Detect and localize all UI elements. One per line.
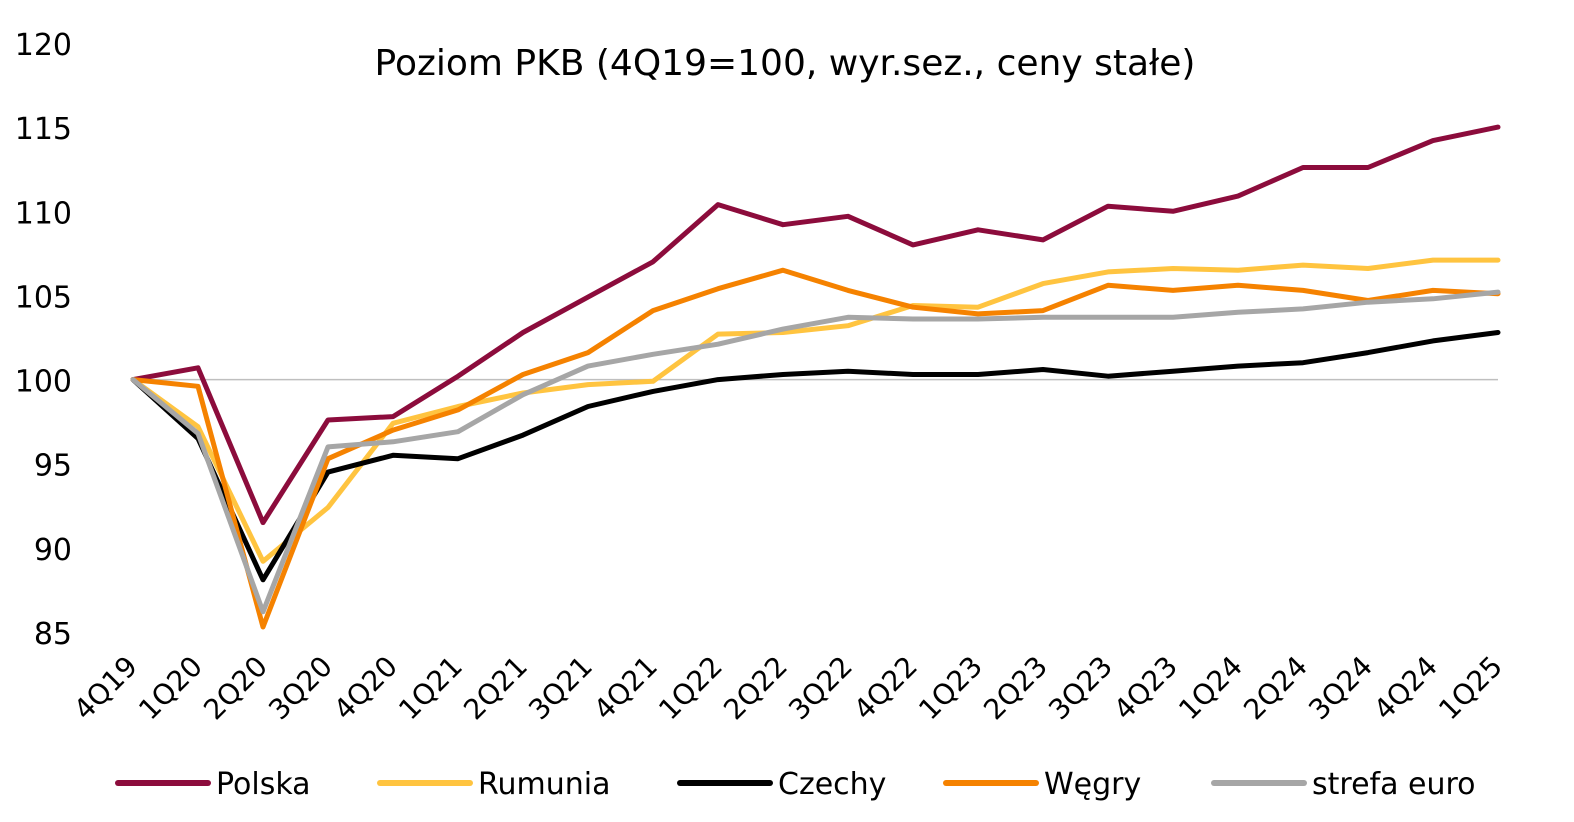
x-tick-label: 3Q21 (522, 650, 599, 727)
legend-label: Czechy (778, 767, 886, 802)
x-tick-label: 2Q23 (977, 650, 1054, 727)
y-tick-label: 85 (34, 617, 72, 652)
x-tick-label: 2Q24 (1237, 650, 1314, 727)
y-tick-label: 120 (15, 28, 72, 63)
series-lines (130, 124, 1501, 630)
x-tick-label: 3Q20 (262, 650, 339, 727)
x-tick-label: 4Q23 (1107, 650, 1184, 727)
y-tick-label: 110 (15, 196, 72, 231)
x-tick-label: 3Q22 (782, 650, 859, 727)
y-axis: 85 90 95 100 105 110 115 120 (15, 28, 72, 652)
legend-item: strefa euro (1211, 767, 1476, 802)
x-tick-label: 1Q22 (652, 650, 729, 727)
x-tick-label: 1Q21 (392, 650, 469, 727)
y-tick-label: 95 (34, 449, 72, 484)
x-tick-label: 4Q24 (1367, 650, 1444, 727)
x-tick-label: 3Q24 (1302, 650, 1379, 727)
x-tick-label: 2Q20 (197, 650, 274, 727)
x-tick-label: 4Q21 (587, 650, 664, 727)
legend-label: Rumunia (478, 767, 610, 802)
x-tick-label: 1Q24 (1172, 650, 1249, 727)
legend: Polska Rumunia Czechy Węgry strefa euro (115, 767, 1476, 802)
x-tick-label: 4Q22 (847, 650, 924, 727)
y-tick-label: 100 (15, 365, 72, 400)
x-tick-label: 3Q23 (1042, 650, 1119, 727)
x-tick-label: 2Q22 (717, 650, 794, 727)
series-line-rumunia (130, 257, 1501, 564)
legend-item: Czechy (677, 767, 886, 802)
x-tick-label: 4Q20 (327, 650, 404, 727)
legend-label: strefa euro (1312, 767, 1476, 802)
y-tick-label: 115 (15, 112, 72, 147)
chart-title: Poziom PKB (4Q19=100, wyr.sez., ceny sta… (375, 43, 1196, 84)
y-tick-label: 90 (34, 533, 72, 568)
x-axis: 4Q191Q202Q203Q204Q201Q212Q213Q214Q211Q22… (67, 650, 1509, 727)
y-tick-label: 105 (15, 280, 72, 315)
series-line-strefa-euro (130, 289, 1501, 615)
x-tick-label: 2Q21 (457, 650, 534, 727)
legend-item: Węgry (943, 767, 1141, 802)
legend-item: Rumunia (377, 767, 610, 802)
legend-label: Polska (216, 767, 311, 802)
x-tick-label: 4Q19 (67, 650, 144, 727)
series-line-polska (130, 124, 1501, 526)
series-line-czechy (130, 330, 1501, 583)
x-tick-label: 1Q25 (1432, 650, 1509, 727)
legend-label: Węgry (1044, 767, 1141, 802)
x-tick-label: 1Q23 (912, 650, 989, 727)
x-tick-label: 1Q20 (132, 650, 209, 727)
legend-item: Polska (115, 767, 311, 802)
